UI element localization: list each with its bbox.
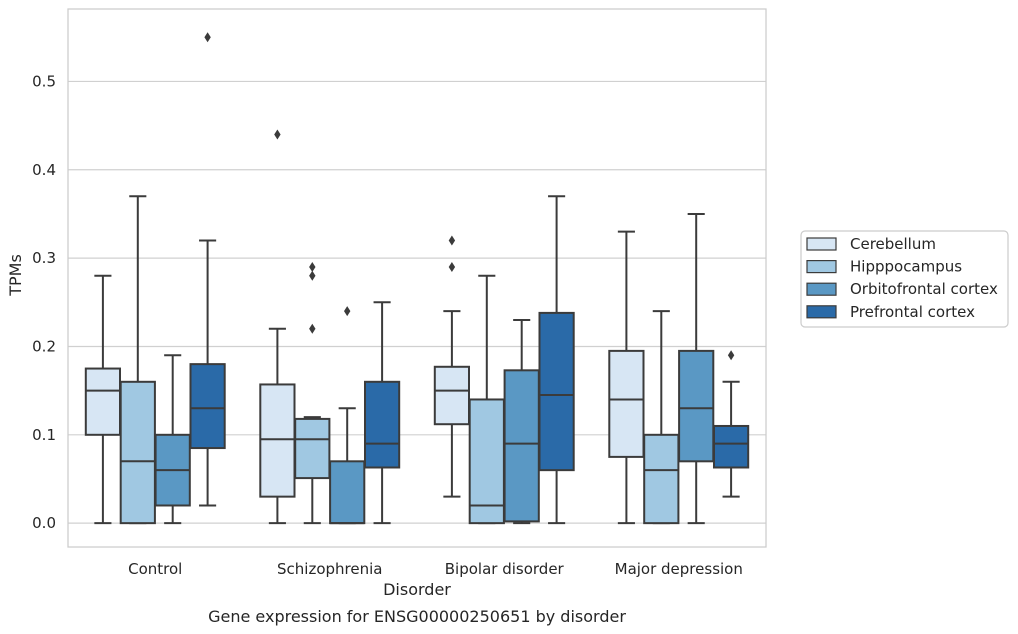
- legend-frame: [800, 230, 1009, 328]
- y-tick-label: 0.1: [32, 426, 56, 444]
- box: [538, 195, 575, 525]
- box: [643, 310, 680, 525]
- legend-swatch: [806, 260, 837, 274]
- outlier-point: [448, 261, 456, 272]
- box-body: [329, 460, 366, 525]
- legend-label: Cerebellum: [850, 235, 936, 253]
- box: [259, 129, 296, 525]
- x-tick-label: Major depression: [615, 560, 743, 578]
- box: [189, 32, 226, 507]
- y-tick-label: 0.2: [32, 337, 56, 355]
- outlier-point: [727, 350, 735, 361]
- box-body: [608, 349, 645, 458]
- box-body: [119, 380, 156, 525]
- chart-title: Gene expression for ENSG00000250651 by d…: [208, 607, 626, 626]
- box: [329, 306, 366, 525]
- box-body: [294, 417, 331, 480]
- outlier-point: [274, 129, 281, 140]
- box: [119, 195, 156, 525]
- box-body: [538, 311, 575, 472]
- legend: Cerebellum Hipppocampus Orbitofrontal cort…: [800, 230, 1009, 328]
- legend-item: Cerebellum: [806, 235, 936, 253]
- plot-frame: [67, 8, 767, 548]
- x-tick-label: Bipolar disorder: [445, 560, 565, 578]
- box-body: [84, 367, 122, 436]
- box-body: [712, 424, 750, 469]
- box-body: [643, 433, 680, 525]
- box-body: [433, 365, 471, 426]
- outlier-point: [309, 270, 316, 281]
- legend-swatch: [806, 237, 837, 251]
- box: [84, 274, 122, 525]
- legend-item: Orbitofrontal cortex: [806, 280, 998, 298]
- series-hipppocampus: [119, 195, 680, 525]
- box: [678, 212, 715, 525]
- series-orbitofrontal-cortex: [154, 212, 715, 525]
- box-series: [84, 32, 750, 525]
- y-axis-label: TPMs: [6, 254, 25, 297]
- legend-item: Hipppocampus: [806, 258, 962, 276]
- y-tick-label: 0.3: [32, 249, 56, 267]
- box-body: [363, 380, 401, 469]
- x-axis-ticks: Control Schizophrenia Bipolar disorder Majo…: [128, 560, 743, 578]
- outlier-point: [448, 235, 456, 246]
- box: [503, 318, 540, 525]
- box: [363, 301, 401, 525]
- y-tick-label: 0.5: [32, 72, 56, 90]
- outlier-point: [344, 306, 351, 317]
- legend-swatch: [806, 282, 837, 296]
- box-body: [189, 363, 226, 450]
- legend-swatch: [806, 305, 837, 319]
- legend-label: Hipppocampus: [850, 258, 962, 276]
- box: [294, 261, 331, 525]
- x-tick-label: Schizophrenia: [277, 560, 382, 578]
- box: [712, 350, 750, 498]
- box-body: [678, 349, 715, 463]
- y-tick-label: 0.4: [32, 161, 56, 179]
- box: [608, 230, 645, 525]
- box-body: [259, 383, 296, 498]
- outlier-point: [204, 32, 211, 43]
- series-prefrontal-cortex: [189, 32, 750, 525]
- y-tick-label: 0.0: [32, 514, 56, 532]
- legend-item: Prefrontal cortex: [806, 303, 975, 321]
- box: [154, 354, 191, 525]
- box-body: [503, 369, 540, 523]
- x-tick-label: Control: [128, 560, 182, 578]
- y-axis-ticks: 0.0 0.1 0.2 0.3 0.4 0.5: [32, 72, 56, 532]
- outlier-point: [309, 323, 316, 334]
- outlier-point: [309, 261, 316, 272]
- legend-label: Orbitofrontal cortex: [850, 280, 998, 298]
- box: [468, 274, 505, 525]
- x-axis-label: Disorder: [383, 580, 451, 599]
- legend-label: Prefrontal cortex: [850, 303, 975, 321]
- box: [433, 235, 471, 498]
